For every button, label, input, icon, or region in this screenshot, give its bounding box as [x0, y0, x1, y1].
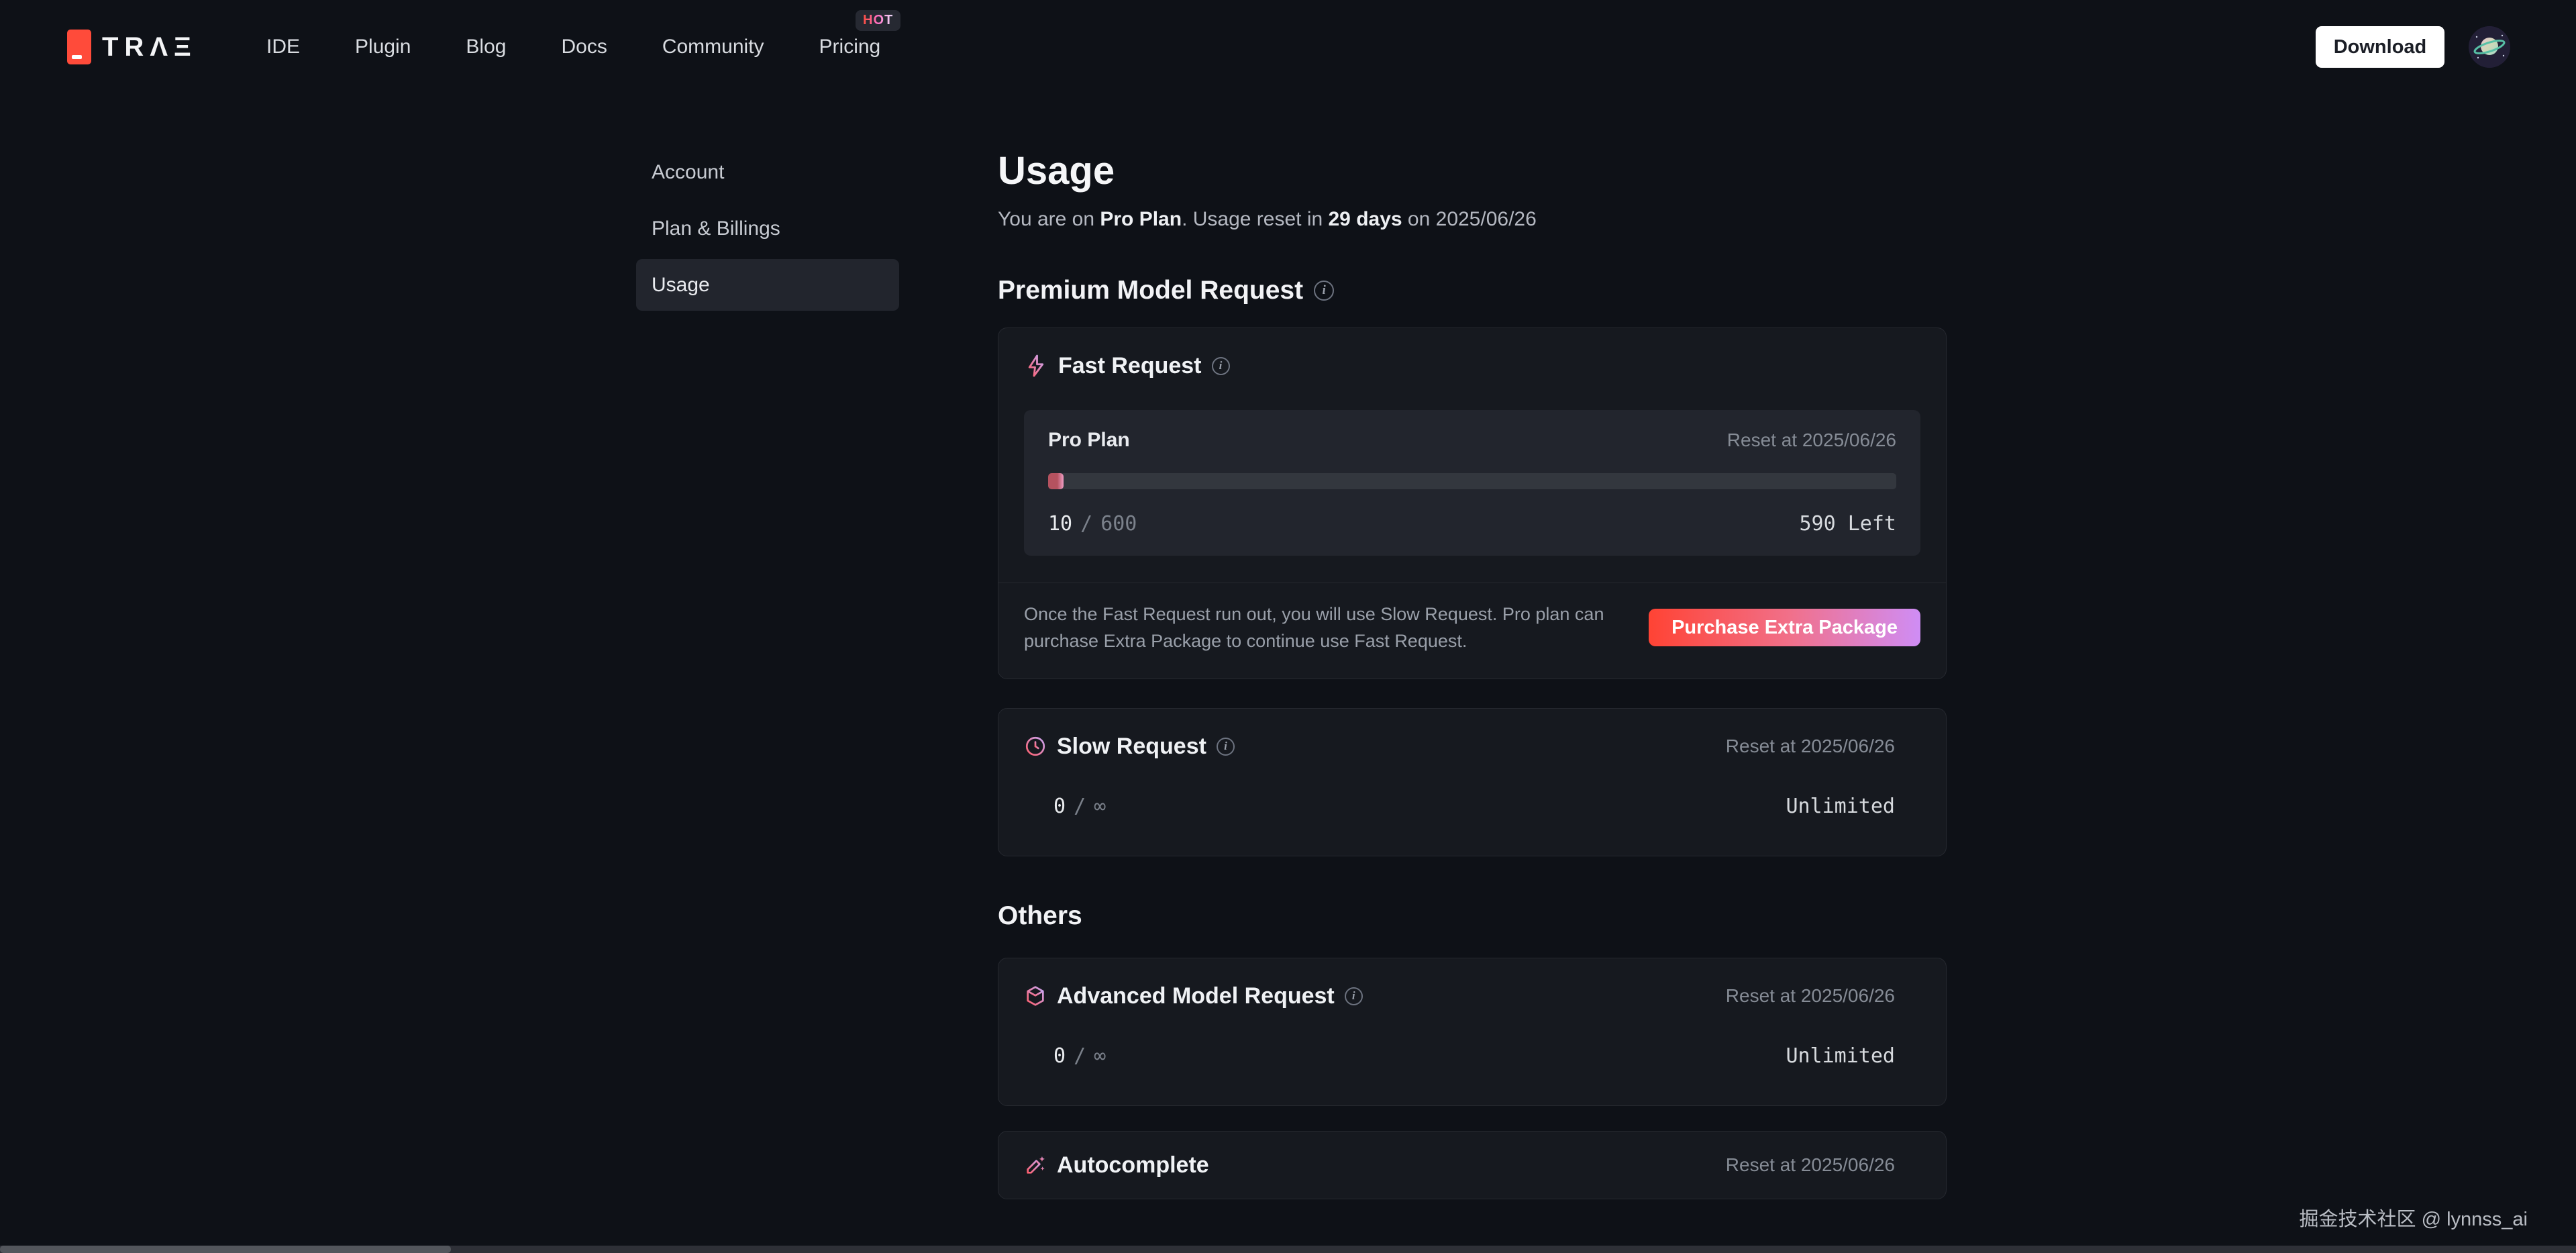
nav-right: Download	[2316, 0, 2510, 94]
premium-section-heading: Premium Model Request i	[998, 275, 1947, 306]
limit-label: Unlimited	[1786, 1044, 1895, 1068]
sidebar-item-account[interactable]: Account	[652, 160, 725, 183]
slow-request-header: Slow Request i Reset at 2025/06/26	[1024, 732, 1895, 761]
advanced-model-request-card: Advanced Model Request i Reset at 2025/0…	[998, 958, 1947, 1106]
limit-label: Unlimited	[1786, 795, 1895, 818]
cube-icon	[1024, 985, 1047, 1007]
usage-page: Usage You are on Pro Plan. Usage reset i…	[998, 0, 1947, 1199]
fast-request-title: Fast Request	[1058, 352, 1202, 379]
purchase-extra-package-button[interactable]: Purchase Extra Package	[1649, 609, 1920, 646]
plan-summary-pre: You are on	[998, 208, 1100, 230]
watermark: 掘金技术社区 @ lynnss_ai	[2299, 1209, 2528, 1230]
autocomplete-header: Autocomplete Reset at 2025/06/26	[1024, 1150, 1895, 1180]
lightning-icon	[1024, 354, 1048, 378]
slow-request-card: Slow Request i Reset at 2025/06/26 0/∞ U…	[998, 708, 1947, 856]
horizontal-scrollbar[interactable]	[0, 1246, 2576, 1253]
scrollbar-thumb[interactable]	[0, 1246, 451, 1253]
info-icon[interactable]: i	[1344, 987, 1363, 1005]
fast-request-header: Fast Request i	[1024, 351, 1920, 381]
sidebar-item-plan-billings[interactable]: Plan & Billings	[652, 217, 780, 240]
usage-count: 0/∞	[1053, 1044, 1106, 1068]
nav-item-pricing-label: Pricing	[819, 36, 881, 58]
advanced-model-request-header: Advanced Model Request i Reset at 2025/0…	[1024, 981, 1895, 1011]
page-title: Usage	[998, 149, 1115, 193]
nav-item-pricing[interactable]: Pricing HOT	[819, 10, 901, 58]
advanced-model-request-title: Advanced Model Request	[1057, 983, 1335, 1009]
trae-logo[interactable]: TRΛΞ	[67, 0, 197, 94]
reset-date: Reset at 2025/06/26	[1725, 736, 1895, 756]
pro-plan-usage-panel: Pro Plan Reset at 2025/06/26 10/600 590 …	[1024, 410, 1920, 556]
slow-request-title: Slow Request	[1057, 733, 1206, 759]
saturn-planet-icon	[2469, 26, 2510, 68]
remaining-count: 590 Left	[1799, 512, 1897, 536]
info-icon[interactable]: i	[1216, 737, 1235, 756]
nav-links: IDE Plugin Blog Docs Community Pricing H…	[266, 0, 901, 94]
nav-item-community[interactable]: Community	[662, 36, 764, 58]
reset-date: Reset at 2025/06/26	[1725, 1154, 1895, 1175]
usage-count: 10/600	[1048, 512, 1137, 536]
user-avatar[interactable]	[2469, 26, 2510, 68]
premium-section-title: Premium Model Request	[998, 276, 1304, 305]
fast-request-footer: Once the Fast Request run out, you will …	[1024, 583, 1920, 664]
logo-dash	[72, 55, 82, 59]
usage-count: 0/∞	[1053, 795, 1106, 818]
plan-summary-mid: . Usage reset in	[1182, 208, 1329, 230]
info-icon[interactable]: i	[1211, 356, 1230, 375]
download-button[interactable]: Download	[2316, 26, 2444, 68]
settings-sidebar: Account Plan & Billings Usage	[636, 146, 899, 315]
plan-summary-post: on 2025/06/26	[1402, 208, 1537, 230]
clock-icon	[1024, 735, 1047, 758]
reset-date: Reset at 2025/06/26	[1725, 985, 1895, 1006]
fast-request-card: Fast Request i Pro Plan Reset at 2025/06…	[998, 328, 1947, 679]
autocomplete-card: Autocomplete Reset at 2025/06/26	[998, 1131, 1947, 1199]
reset-date: Reset at 2025/06/26	[1727, 430, 1896, 450]
trae-wordmark: TRΛΞ	[102, 32, 197, 62]
top-navbar: TRΛΞ IDE Plugin Blog Docs Community Pric…	[0, 0, 2576, 94]
info-icon[interactable]: i	[1314, 281, 1335, 301]
others-section-title: Others	[998, 901, 1082, 930]
hot-badge: HOT	[856, 10, 901, 31]
fast-request-note: Once the Fast Request run out, you will …	[1024, 604, 1604, 651]
trae-logo-icon	[67, 30, 91, 64]
magic-pencil-icon	[1024, 1154, 1047, 1176]
nav-item-blog[interactable]: Blog	[466, 36, 507, 58]
days-remaining: 29 days	[1328, 208, 1402, 230]
plan-summary: You are on Pro Plan. Usage reset in 29 d…	[998, 207, 1947, 232]
autocomplete-title: Autocomplete	[1057, 1152, 1209, 1178]
nav-item-plugin[interactable]: Plugin	[355, 36, 411, 58]
plan-name: Pro Plan	[1100, 208, 1182, 230]
plan-label: Pro Plan	[1048, 429, 1130, 451]
nav-item-docs[interactable]: Docs	[561, 36, 607, 58]
nav-item-ide[interactable]: IDE	[266, 36, 301, 58]
sidebar-item-usage[interactable]: Usage	[636, 259, 899, 311]
usage-progress-bar	[1048, 473, 1896, 489]
usage-progress-fill	[1048, 473, 1064, 489]
